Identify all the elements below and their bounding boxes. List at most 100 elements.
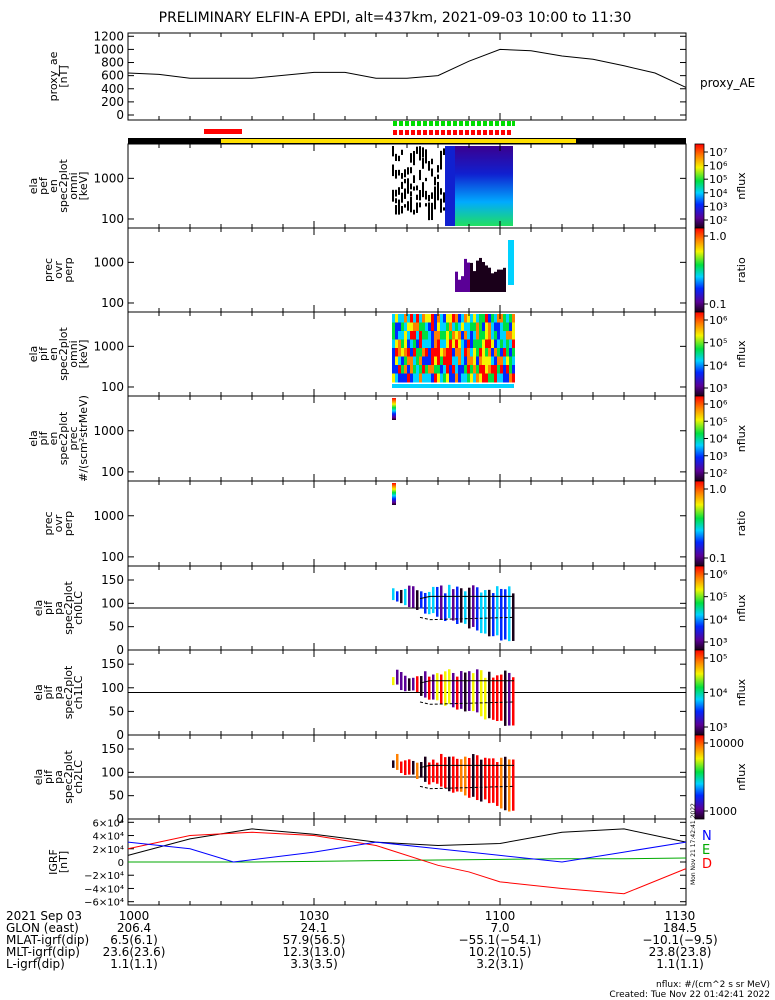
igrf-line-blue — [127, 841, 687, 863]
pa-pixel — [440, 753, 443, 787]
ae-ytick-label: 200 — [101, 95, 124, 109]
spec-pixel — [452, 348, 455, 357]
spec-pixel — [428, 373, 431, 383]
colorbar-4: 10² 10³ 10⁴ 10⁵ 10⁶ nflux — [694, 395, 748, 482]
spec-pixel — [461, 373, 464, 383]
pa-pixel — [504, 670, 507, 726]
igrf-panel: −6×10⁴ −4×10⁴ −2×10⁴ 0 2×10⁴ 4×10⁴ 6×10⁴ NED — [84, 818, 712, 908]
spec-pixel — [467, 348, 470, 357]
spec-pixel — [392, 365, 395, 374]
ae-ytick-label: 600 — [101, 69, 124, 83]
spec-pixel — [503, 267, 506, 292]
spec-pixel — [440, 331, 443, 340]
spec-pixel — [479, 322, 482, 332]
colorbar-tick-label: 10⁶ — [709, 398, 728, 411]
spec-pixel — [419, 373, 422, 383]
colorbar-label: ratio — [735, 257, 748, 283]
spec-pixel — [482, 365, 485, 374]
spec-pixel — [410, 322, 413, 332]
spec-pixel — [410, 183, 412, 190]
spec-pixel — [473, 373, 476, 383]
spec-pixel — [491, 331, 494, 340]
spec-pixel — [395, 189, 397, 197]
pa-pixel — [480, 759, 483, 802]
spec-pixel — [419, 331, 422, 340]
spec-pixel — [434, 365, 437, 374]
spec-pixel — [401, 149, 403, 155]
spec-pixel — [443, 314, 446, 323]
ytick-label: 100 — [101, 596, 124, 610]
spec-pixel — [410, 373, 413, 383]
green-marker — [465, 121, 469, 126]
spec-pixel — [413, 331, 416, 340]
pa-pixel — [412, 760, 415, 775]
pa-pixel — [400, 672, 403, 691]
spec-pixel — [431, 202, 433, 211]
spec-pixel — [464, 331, 467, 340]
spec-pixel — [395, 322, 398, 332]
spec-pixel — [419, 356, 422, 366]
spec-pixel — [473, 271, 476, 292]
ytick-label: 0 — [116, 728, 124, 742]
spec-pixel — [485, 365, 488, 374]
spec-pixel — [458, 279, 461, 292]
spec-pixel — [398, 373, 401, 383]
spec-pixel — [485, 373, 488, 383]
spec-pixel — [467, 322, 470, 332]
spec-pixel — [470, 331, 473, 340]
spec-pixel — [482, 356, 485, 366]
spec-pixel — [398, 199, 400, 206]
spec-pixel — [494, 314, 497, 323]
spec-pixel — [437, 331, 440, 340]
pa-pixel — [492, 758, 495, 803]
colorbar-label: nflux — [735, 678, 748, 706]
spec-pixel — [413, 150, 415, 158]
spec-pixel — [440, 373, 443, 383]
spec-pixel — [404, 356, 407, 366]
pa-pixel — [428, 676, 431, 700]
spec-pixel — [467, 356, 470, 366]
spec-pixel — [425, 190, 427, 200]
xaxis-value: 10.2(10.5) — [469, 945, 532, 959]
spec-pixel — [458, 365, 461, 374]
red-marker — [447, 130, 451, 135]
ylabel-line: pa — [52, 770, 65, 784]
pa-pixel — [460, 671, 463, 709]
xaxis-value: 1130 — [665, 909, 696, 923]
pa-pixel — [500, 757, 503, 809]
spec-pixel — [512, 365, 515, 374]
colorbar-tick-label: 10⁴ — [709, 687, 728, 700]
spec-pixel — [464, 258, 467, 292]
pa-pixel — [396, 669, 399, 685]
spec-pixel — [419, 365, 422, 374]
spec-pixel — [410, 196, 412, 207]
pa-pixel — [408, 585, 411, 608]
spec-pixel — [473, 331, 476, 340]
spec-pixel — [425, 356, 428, 366]
spec-pixel — [404, 339, 407, 349]
green-marker — [507, 121, 511, 126]
spec-pixel — [449, 365, 452, 374]
red-marker — [501, 130, 505, 135]
spec-pixel — [509, 339, 512, 349]
spec-pixel — [497, 269, 500, 292]
pa-pixel — [472, 585, 475, 627]
ylabel-line: omni — [67, 340, 80, 367]
spec-pixel — [443, 365, 446, 374]
xaxis-row-label: MLT-igrf(dip) — [6, 945, 80, 959]
ylabel-line: ela — [27, 346, 40, 363]
spec-pixel — [404, 188, 406, 199]
spec-pixel — [497, 356, 500, 366]
spec-pixel — [434, 322, 437, 332]
spec-block — [455, 146, 513, 226]
colorbar-label: nflux — [735, 340, 748, 368]
spec-pixel — [401, 172, 403, 178]
spec-pixel — [470, 356, 473, 366]
ylabel-line: pif — [42, 684, 55, 699]
ylabel-line: ela — [27, 178, 40, 195]
spec-pixel — [503, 356, 506, 366]
spec-pixel — [443, 373, 446, 383]
pa-pixel — [488, 671, 491, 719]
spec-pixel — [488, 365, 491, 374]
